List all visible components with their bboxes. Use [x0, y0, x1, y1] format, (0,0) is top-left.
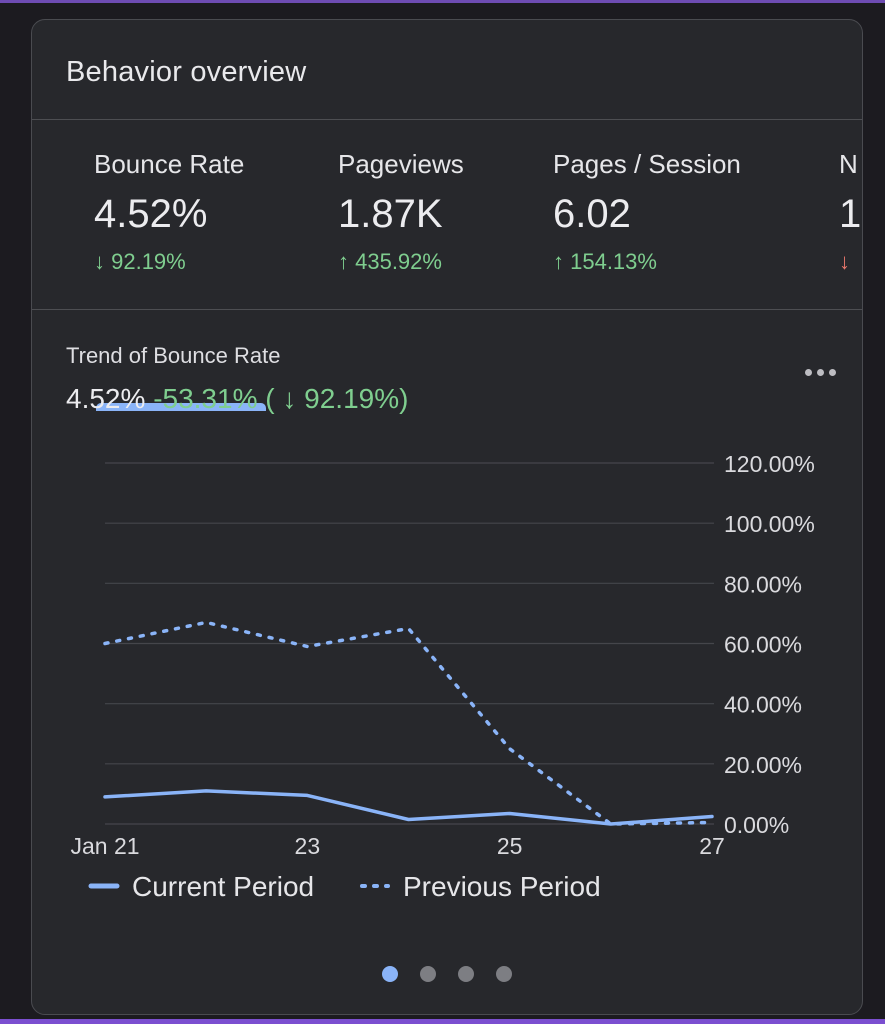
legend-label: Current Period [132, 871, 314, 902]
y-tick-label: 0.00% [724, 812, 789, 838]
window-frame-top [0, 0, 885, 3]
trend-change-value: -53.31% ( ↓ 92.19%) [153, 383, 409, 414]
y-tick-label: 80.00% [724, 571, 802, 597]
metric-delta: ↓ [839, 249, 850, 274]
pager-dot-3[interactable] [458, 966, 474, 982]
y-tick-label: 100.00% [724, 511, 815, 537]
metric-value: 1. [839, 192, 862, 236]
pager-dot-4[interactable] [496, 966, 512, 982]
metric-tab-pages-per-session[interactable]: Pages / Session 6.02 ↑ 154.13% [553, 149, 741, 275]
metric-label: Pageviews [338, 149, 464, 179]
y-tick-label: 40.00% [724, 692, 802, 718]
card-header: Behavior overview [32, 20, 862, 120]
pager-dot-1[interactable] [382, 966, 398, 982]
trend-current-value: 4.52% [66, 383, 146, 414]
metric-tab-bounce-rate[interactable]: Bounce Rate 4.52% ↓ 92.19% [94, 149, 244, 275]
metric-value: 4.52% [94, 192, 208, 236]
metric-label: Bounce Rate [94, 149, 245, 179]
more-horiz-icon[interactable] [800, 360, 840, 384]
behavior-overview-card: Behavior overview Bounce Rate 4.52% ↓ 92… [31, 19, 863, 1015]
metric-label: Pages / Session [553, 149, 741, 179]
y-tick-label: 120.00% [724, 451, 815, 477]
metrics-tabs: Bounce Rate 4.52% ↓ 92.19% Pageviews 1.8… [32, 121, 862, 411]
active-tab-indicator [96, 403, 266, 411]
metric-label: N [839, 149, 858, 179]
window-frame-bottom [0, 1019, 885, 1024]
metric-tab-pageviews[interactable]: Pageviews 1.87K ↑ 435.92% [338, 149, 464, 275]
y-tick-label: 20.00% [724, 752, 802, 778]
x-tick-label: 23 [295, 833, 321, 859]
metric-delta: ↓ 92.19% [94, 249, 186, 274]
x-tick-label: Jan 21 [70, 833, 139, 859]
metric-value: 1.87K [338, 192, 443, 236]
bounce-rate-chart: 0.00% 20.00% 40.00% 60.00% 80.00% 100.00% 120.… [70, 451, 815, 902]
trend-summary: 4.52% -53.31% ( ↓ 92.19%) [66, 383, 408, 415]
pager [382, 966, 512, 982]
trend-title: Trend of Bounce Rate [66, 343, 281, 368]
current-period-line [103, 789, 714, 826]
metric-tab-partial[interactable]: N 1. ↓ [839, 149, 862, 275]
x-tick-label: 25 [497, 833, 523, 859]
x-tick-label: 27 [699, 833, 725, 859]
previous-period-line [103, 620, 714, 826]
metric-delta: ↑ 435.92% [338, 249, 442, 274]
metric-delta: ↑ 154.13% [553, 249, 657, 274]
card-title: Behavior overview [66, 56, 307, 88]
y-tick-label: 60.00% [724, 632, 802, 658]
pager-dot-2[interactable] [420, 966, 436, 982]
legend-label: Previous Period [403, 871, 601, 902]
metric-value: 6.02 [553, 192, 631, 236]
